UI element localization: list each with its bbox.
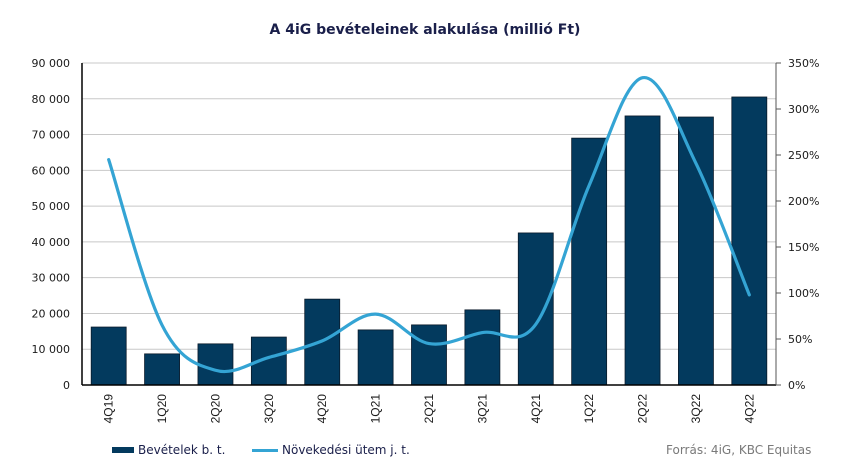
- left-tick-label: 60 000: [32, 164, 71, 177]
- gridlines: [82, 62, 776, 350]
- bar: [90, 326, 127, 386]
- bar-series: [90, 96, 768, 386]
- bar: [678, 116, 714, 386]
- bar: [731, 96, 768, 386]
- x-tick-label: 4Q21: [529, 394, 543, 424]
- left-tick-label: 10 000: [32, 343, 71, 356]
- bar: [197, 343, 234, 386]
- left-tick-label: 70 000: [32, 129, 71, 142]
- growth-line: [107, 76, 751, 374]
- left-tick-label: 20 000: [32, 307, 71, 320]
- x-tick-label: 1Q20: [155, 394, 169, 424]
- x-tick-label: 4Q20: [315, 394, 329, 424]
- left-tick-label: 30 000: [32, 272, 71, 285]
- right-tick-label: 0%: [788, 379, 805, 392]
- legend-item-growth: Növekedési ütem j. t.: [252, 443, 410, 457]
- legend-line-swatch: [252, 448, 278, 452]
- bar: [517, 232, 554, 386]
- source-note: Forrás: 4iG, KBC Equitas: [666, 443, 812, 457]
- axes: [81, 63, 777, 386]
- bar: [571, 137, 608, 386]
- right-tick-label: 200%: [788, 195, 819, 208]
- x-tick-label: 1Q21: [369, 394, 383, 424]
- right-axis-ticks: 0% 50% 100% 150% 200% 250% 300% 350%: [776, 57, 819, 392]
- x-tick-label: 1Q22: [582, 394, 596, 424]
- bar: [144, 353, 180, 386]
- bar: [624, 115, 661, 386]
- right-tick-label: 50%: [788, 333, 812, 346]
- left-axis-ticks: 0 10 000 20 000 30 000 40 000 50 000 60 000 70 …: [32, 57, 71, 392]
- bar: [357, 329, 394, 386]
- left-tick-label: 80 000: [32, 93, 71, 106]
- left-tick-label: 90 000: [32, 57, 71, 70]
- x-tick-label: 2Q22: [636, 394, 650, 424]
- left-tick-label: 0: [63, 379, 70, 392]
- legend-bar-swatch: [112, 447, 134, 453]
- legend-label-growth: Növekedési ütem j. t.: [282, 443, 410, 457]
- x-tick-label: 3Q21: [475, 394, 489, 424]
- x-tick-label: 4Q19: [102, 394, 116, 424]
- right-tick-label: 250%: [788, 149, 819, 162]
- x-tick-label: 2Q20: [208, 394, 222, 424]
- right-tick-label: 150%: [788, 241, 819, 254]
- left-tick-label: 40 000: [32, 236, 71, 249]
- bar: [411, 324, 447, 386]
- chart-title: A 4iG bevételeinek alakulása (millió Ft): [269, 22, 581, 38]
- right-tick-label: 300%: [788, 103, 819, 116]
- x-tick-label: 2Q21: [422, 394, 436, 424]
- bar: [464, 309, 501, 386]
- right-tick-label: 350%: [788, 57, 819, 70]
- legend-item-revenue: Bevételek b. t.: [112, 443, 225, 457]
- right-tick-label: 100%: [788, 287, 819, 300]
- x-tick-label: 4Q22: [742, 394, 756, 424]
- legend-label-revenue: Bevételek b. t.: [138, 443, 226, 457]
- left-tick-label: 50 000: [32, 200, 71, 213]
- x-axis-ticks: 4Q19 1Q20 2Q20 3Q20 4Q20 1Q21 2Q21 3Q21 4Q21 1Q22…: [102, 394, 757, 424]
- x-tick-label: 3Q20: [262, 394, 276, 424]
- x-tick-label: 3Q22: [689, 394, 703, 424]
